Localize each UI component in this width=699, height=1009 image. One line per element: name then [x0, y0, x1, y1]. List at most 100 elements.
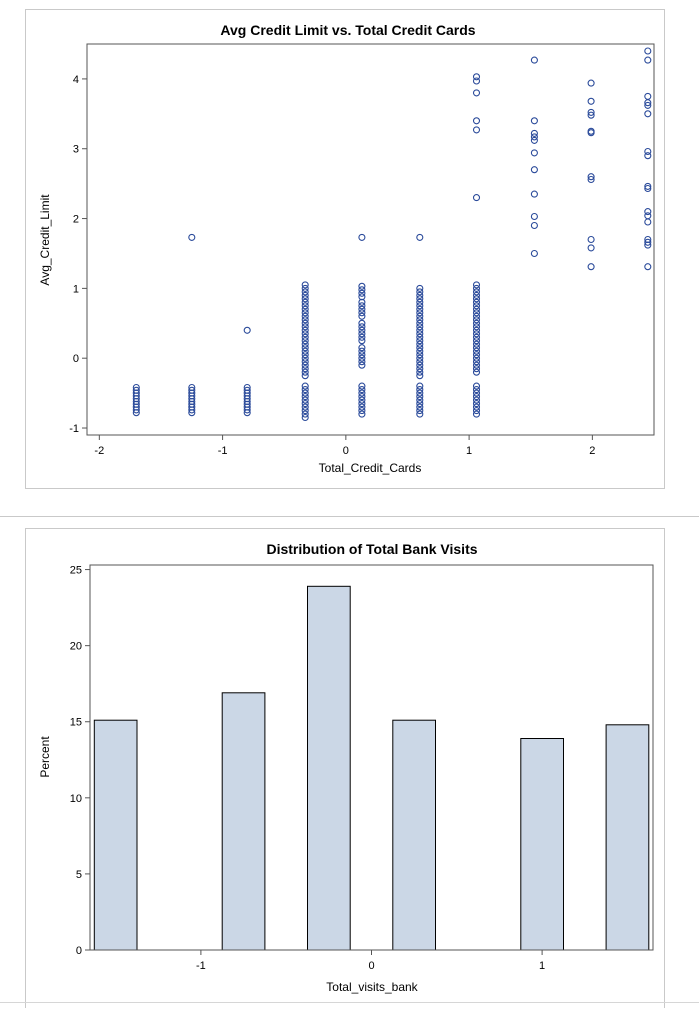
scatter-x-tick-label: -2	[94, 445, 104, 457]
scatter-point	[472, 302, 481, 310]
scatter-point	[301, 295, 309, 303]
scatter-point	[472, 344, 481, 352]
scatter-point	[530, 56, 538, 64]
scatter-x-tick-label: 1	[466, 445, 472, 457]
histogram-x-axis-label: Total_visits_bank	[326, 980, 418, 994]
scatter-point	[358, 344, 366, 352]
scatter-chart: Avg Credit Limit vs. Total Credit Cards …	[38, 22, 655, 475]
scatter-point	[472, 326, 481, 334]
scatter-point	[358, 351, 366, 359]
histogram-bar	[392, 719, 436, 951]
histogram-y-tick-label: 0	[76, 945, 82, 957]
scatter-points-group	[132, 47, 652, 422]
scatter-point	[416, 396, 424, 404]
scatter-point	[587, 244, 595, 252]
scatter-point	[416, 372, 424, 380]
scatter-point	[416, 298, 424, 306]
scatter-point	[472, 288, 481, 296]
scatter-point	[416, 410, 424, 418]
scatter-point	[472, 333, 481, 341]
scatter-point	[416, 347, 424, 355]
scatter-x-tick-label: -1	[218, 445, 228, 457]
scatter-point	[416, 337, 424, 345]
scatter-point	[358, 400, 366, 408]
scatter-point	[644, 56, 652, 64]
scatter-point	[301, 284, 309, 292]
scatter-y-tick-label: 3	[73, 144, 79, 156]
scatter-point	[301, 361, 309, 369]
scatter-point	[301, 400, 309, 408]
scatter-y-tick-label: 1	[73, 283, 79, 295]
scatter-point	[301, 326, 309, 334]
scatter-point	[587, 111, 595, 119]
scatter-point	[358, 396, 366, 404]
scatter-point	[530, 190, 538, 198]
scatter-y-tick-label: 2	[73, 214, 79, 226]
histogram-y-tick-label: 5	[76, 869, 82, 881]
page-bottom-rule	[0, 1002, 699, 1003]
scatter-point	[472, 117, 481, 125]
scatter-point	[358, 330, 366, 338]
scatter-point	[358, 326, 366, 334]
scatter-point	[644, 218, 652, 226]
histogram-x-axis: -1 0 1	[196, 950, 545, 972]
scatter-point	[644, 101, 652, 109]
scatter-point	[416, 333, 424, 341]
scatter-point	[472, 312, 481, 320]
scatter-point	[301, 351, 309, 359]
scatter-point	[301, 344, 309, 352]
scatter-point	[416, 407, 424, 415]
scatter-point	[416, 386, 424, 394]
histogram-x-tick-label: -1	[196, 960, 206, 972]
scatter-point	[472, 393, 481, 401]
histogram-x-tick-label: 1	[539, 960, 545, 972]
scatter-point	[301, 407, 309, 415]
histogram-bars-group	[93, 585, 650, 951]
scatter-point	[416, 326, 424, 334]
scatter-point	[530, 136, 538, 144]
scatter-point	[358, 309, 366, 317]
scatter-point	[301, 372, 309, 380]
scatter-point	[188, 386, 196, 394]
scatter-point	[358, 333, 366, 341]
scatter-point	[472, 337, 481, 345]
scatter-point	[472, 194, 481, 202]
scatter-point	[472, 389, 481, 397]
scatter-point	[416, 330, 424, 338]
scatter-point	[301, 291, 309, 299]
scatter-point	[416, 361, 424, 369]
scatter-point	[416, 284, 424, 292]
scatter-point	[587, 97, 595, 105]
scatter-point	[530, 212, 538, 221]
scatter-point	[472, 400, 481, 408]
scatter-point	[472, 319, 481, 327]
scatter-point	[188, 233, 196, 241]
scatter-point	[301, 365, 309, 373]
scatter-point	[358, 382, 366, 390]
scatter-chart-title: Avg Credit Limit vs. Total Credit Cards	[220, 22, 475, 38]
scatter-point	[132, 386, 140, 394]
scatter-point	[358, 302, 366, 310]
scatter-point	[301, 354, 309, 362]
scatter-point	[472, 410, 481, 418]
histogram-panel: Distribution of Total Bank Visits -1 0 1 0…	[25, 528, 665, 1008]
scatter-point	[188, 383, 196, 392]
scatter-point	[472, 305, 481, 313]
scatter-point	[472, 309, 481, 317]
scatter-point	[301, 368, 309, 376]
scatter-point	[301, 281, 309, 289]
scatter-point	[416, 400, 424, 408]
scatter-point	[301, 393, 309, 401]
scatter-point	[416, 389, 424, 397]
scatter-y-tick-label: 0	[73, 353, 79, 365]
scatter-point	[358, 312, 366, 320]
scatter-point	[530, 129, 538, 137]
scatter-point	[472, 407, 481, 415]
histogram-y-tick-label: 20	[70, 641, 82, 653]
histogram-plot-frame	[89, 564, 654, 951]
scatter-point	[587, 263, 595, 271]
scatter-point	[644, 208, 652, 216]
scatter-point	[358, 347, 366, 355]
scatter-point	[644, 110, 652, 118]
scatter-point	[416, 319, 424, 327]
